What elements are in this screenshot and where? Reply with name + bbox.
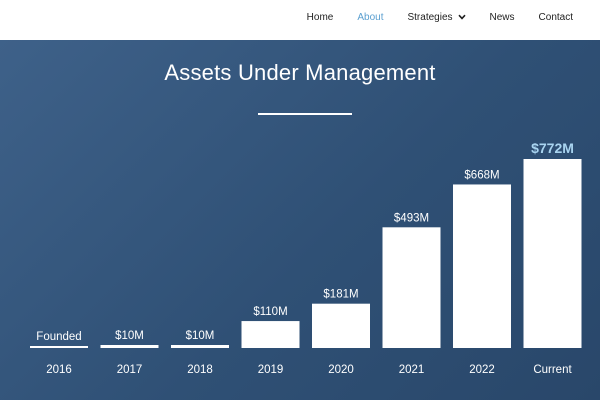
category-label-2022: 2022 xyxy=(469,364,495,376)
nav-item-label: Home xyxy=(306,11,334,23)
aum-bar-chart: Founded 2016 $10M 2017 $10M 2018 $110M 2019 $181… xyxy=(30,140,582,376)
nav-menu: Home About Strategies News Contact xyxy=(295,0,585,34)
data-label-2016: Founded xyxy=(36,331,81,343)
nav-item-about[interactable]: About xyxy=(345,12,395,23)
nav-item-contact[interactable]: Contact xyxy=(527,12,585,23)
category-label-2018: 2018 xyxy=(187,364,213,376)
data-label-current: $772M xyxy=(531,140,574,156)
category-label-current: Current xyxy=(533,364,572,376)
nav-item-label: About xyxy=(357,11,384,23)
bar-2021 xyxy=(382,227,441,348)
bar-current xyxy=(523,159,582,348)
category-label-2016: 2016 xyxy=(46,364,72,376)
data-label-2018: $10M xyxy=(186,330,215,342)
data-label-2017: $10M xyxy=(115,330,144,342)
hero-section: Assets Under Management Founded 2016 $10M 2… xyxy=(0,40,600,400)
nav-item-home[interactable]: Home xyxy=(295,12,346,23)
data-label-2019: $110M xyxy=(253,306,287,318)
bar-2022 xyxy=(453,184,511,348)
title-divider xyxy=(258,113,352,115)
nav-item-news[interactable]: News xyxy=(478,12,527,23)
bar-2019 xyxy=(241,321,300,348)
data-label-2020: $181M xyxy=(323,289,358,301)
nav-item-label: Strategies xyxy=(407,11,453,23)
nav-item-strategies[interactable]: Strategies xyxy=(395,12,477,23)
nav-item-label: Contact xyxy=(538,11,573,23)
bar-2018 xyxy=(171,345,229,348)
category-label-2020: 2020 xyxy=(328,364,354,376)
category-label-2019: 2019 xyxy=(258,364,284,376)
page-title: Assets Under Management xyxy=(164,60,436,85)
data-label-2021: $493M xyxy=(394,212,429,224)
bar-2016 xyxy=(30,346,88,348)
category-label-2017: 2017 xyxy=(117,364,143,376)
top-navigation: Home About Strategies News Contact xyxy=(0,0,600,40)
chevron-down-icon xyxy=(457,14,466,20)
bar-2017 xyxy=(100,345,159,348)
nav-item-label: News xyxy=(489,11,515,23)
category-label-2021: 2021 xyxy=(399,364,425,376)
bar-2020 xyxy=(312,303,370,348)
data-label-2022: $668M xyxy=(464,169,499,181)
